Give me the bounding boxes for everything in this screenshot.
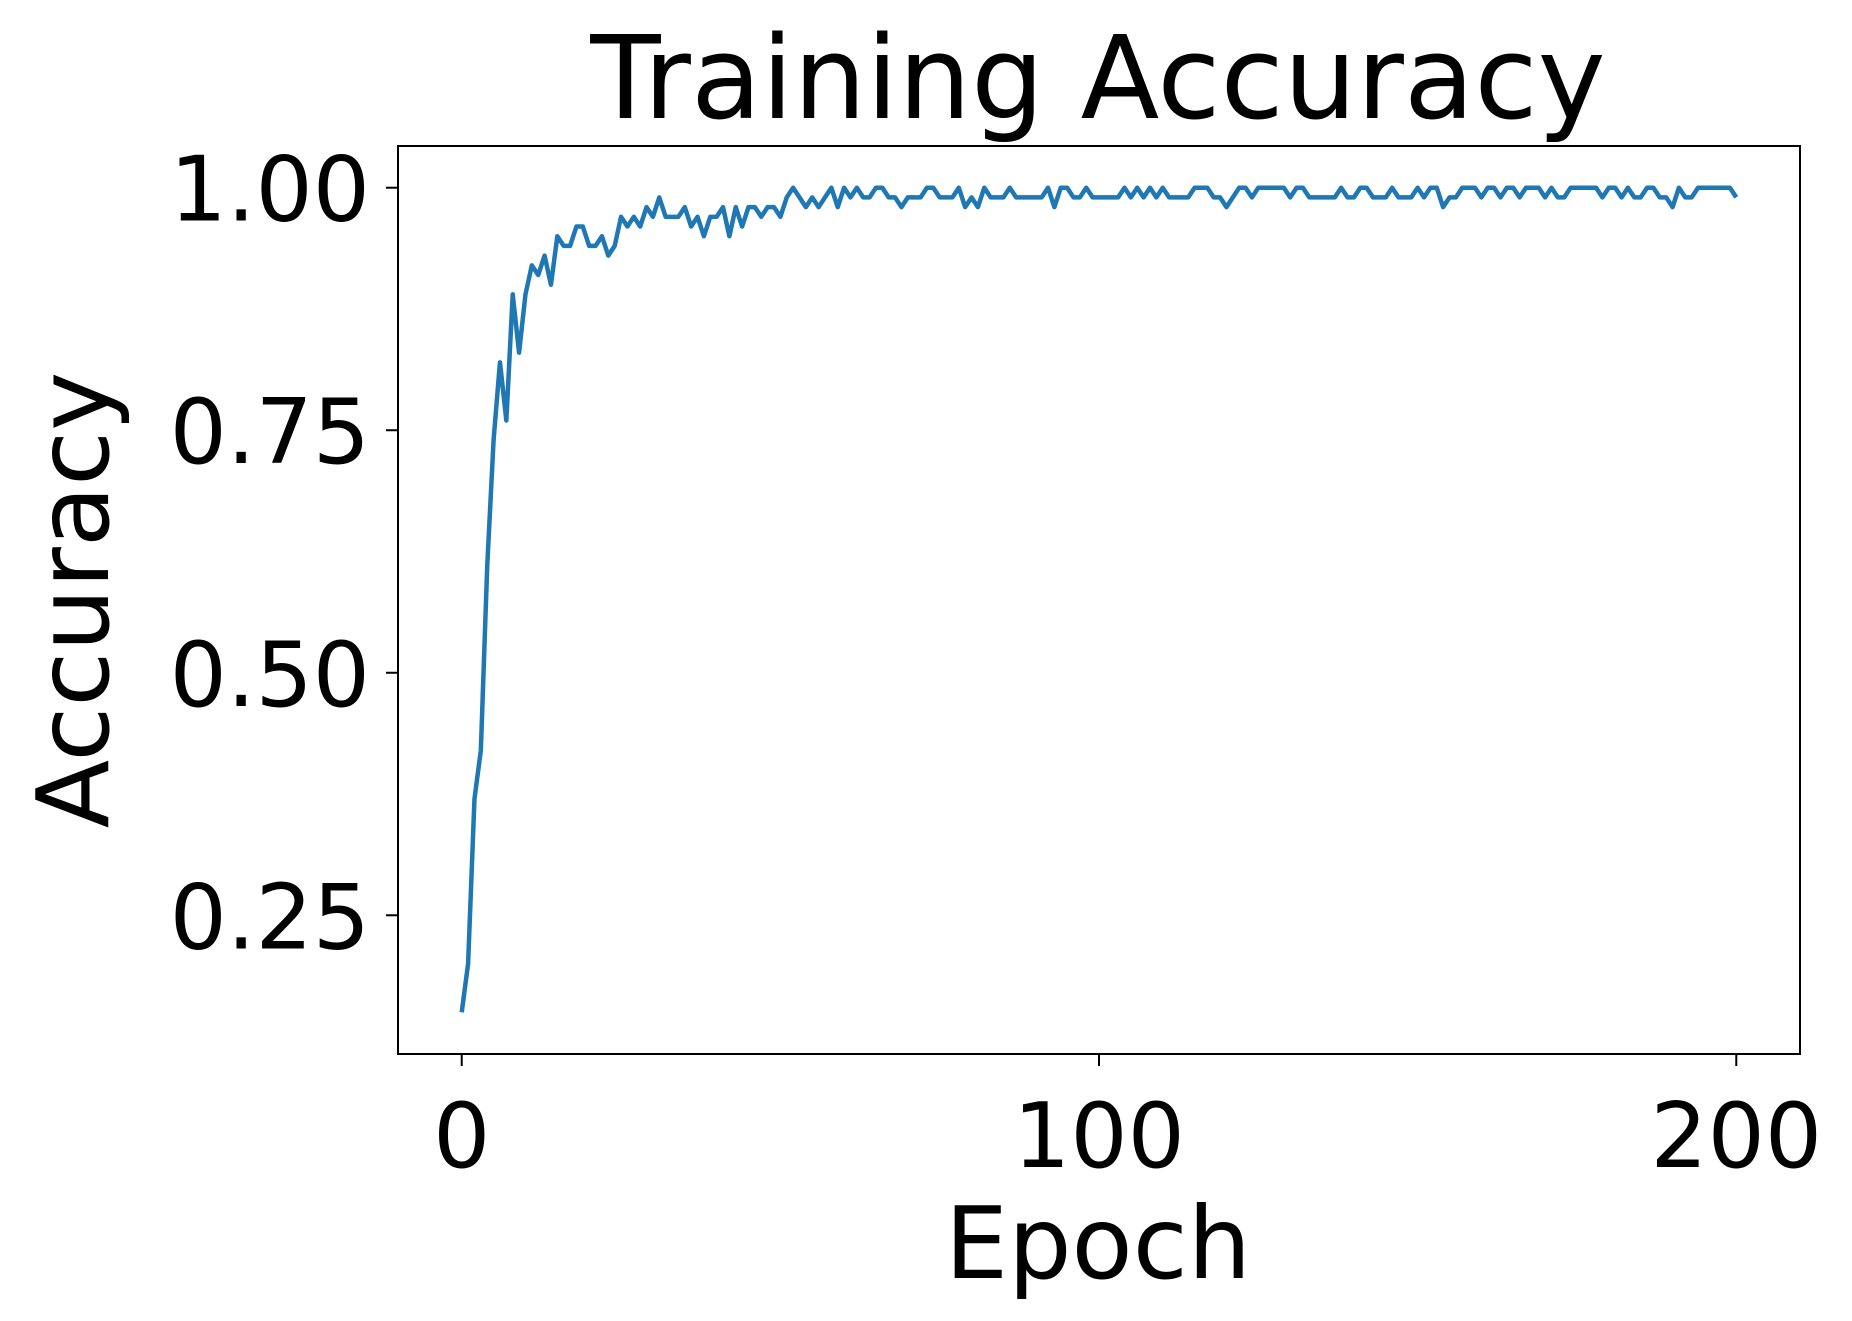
y-tick-label: 0.50 xyxy=(170,623,370,728)
chart-title: Training Accuracy xyxy=(589,12,1605,146)
y-tick-label: 0.25 xyxy=(170,865,370,970)
plot-frame xyxy=(397,145,1801,1055)
x-tick-label: 100 xyxy=(1013,1084,1185,1189)
y-tick-label: 1.00 xyxy=(170,138,370,243)
x-tick-label: 200 xyxy=(1650,1084,1822,1189)
x-axis-label: Epoch xyxy=(945,1185,1251,1302)
y-axis-label: Accuracy xyxy=(15,372,132,829)
x-tick-label: 0 xyxy=(433,1084,490,1189)
line xyxy=(459,185,1739,1013)
y-tick-label: 0.75 xyxy=(170,380,370,485)
